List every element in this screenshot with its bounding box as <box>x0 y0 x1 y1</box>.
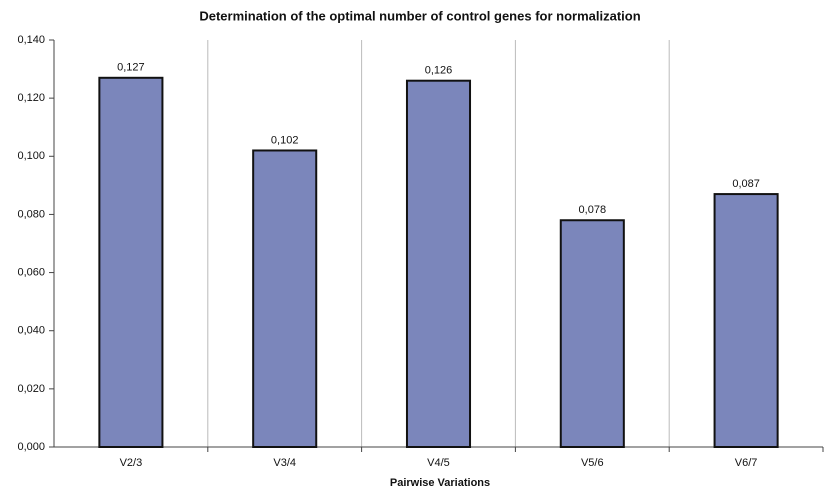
x-tick-label: V3/4 <box>273 457 296 469</box>
bar <box>98 76 164 449</box>
x-axis-title: Pairwise Variations <box>390 477 490 489</box>
bar <box>713 193 779 448</box>
value-label: 0,102 <box>271 134 299 146</box>
x-tick-label: V2/3 <box>120 457 143 469</box>
value-label: 0,127 <box>117 62 145 74</box>
y-tick-label: 0,100 <box>17 150 45 162</box>
value-label: 0,126 <box>425 65 453 77</box>
y-tick-label: 0,000 <box>17 441 45 453</box>
y-tick-label: 0,080 <box>17 208 45 220</box>
bar <box>405 79 472 448</box>
y-tick-label: 0,040 <box>17 325 45 337</box>
y-tick-label: 0,060 <box>17 266 45 278</box>
value-label: 0,078 <box>579 204 607 216</box>
x-tick-label: V5/6 <box>581 457 604 469</box>
bar <box>559 219 625 448</box>
bar <box>252 149 318 448</box>
chart-title: Determination of the optimal number of c… <box>199 8 640 23</box>
value-label: 0,087 <box>732 178 760 190</box>
y-tick-label: 0,020 <box>17 383 45 395</box>
x-tick-label: V4/5 <box>427 457 450 469</box>
x-tick-label: V6/7 <box>735 457 758 469</box>
y-tick-label: 0,140 <box>17 34 45 46</box>
y-tick-label: 0,120 <box>17 92 45 104</box>
